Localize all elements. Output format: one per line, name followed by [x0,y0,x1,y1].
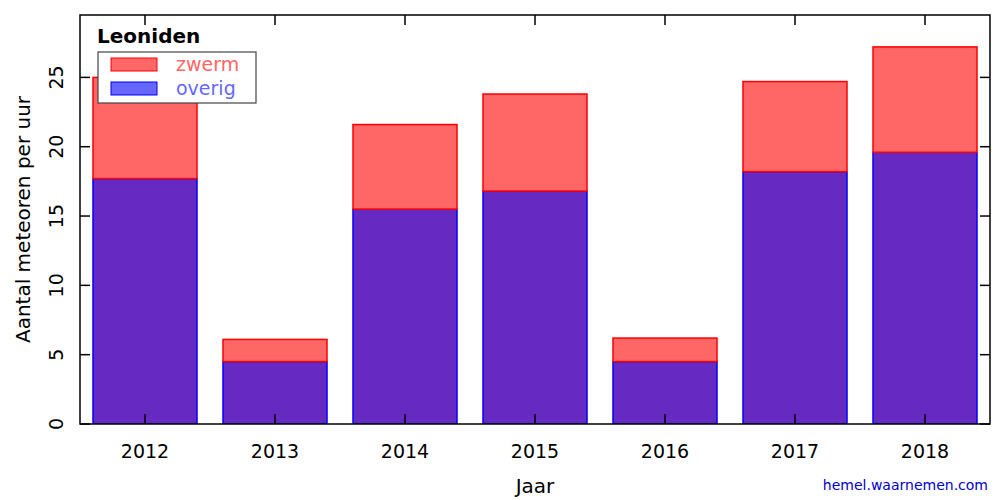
x-tick-label: 2016 [641,440,689,462]
bar-overig [483,191,587,424]
x-tick [924,15,926,25]
y-tick [80,423,90,425]
y-tick [80,77,90,79]
chart: 0 5 10 15 20 25 2012 2013 2014 2015 2016 2017 2018 Ja… [0,0,1000,500]
x-tick [534,15,536,25]
x-tick [404,15,406,25]
y-tick-label: 25 [45,65,67,89]
bar-overig [93,179,197,424]
y-tick [80,146,90,148]
bar-zwerm [353,125,457,210]
x-tick [794,414,796,424]
bar-overig [873,152,977,424]
bar-zwerm [873,47,977,152]
y-tick [980,285,990,287]
x-tick [664,15,666,25]
y-tick-label: 15 [45,204,67,228]
bar-overig [223,362,327,424]
x-tick [534,414,536,424]
bars [93,47,977,424]
legend-swatch [111,58,157,71]
y-tick [80,215,90,217]
bar-zwerm [483,94,587,191]
bar-zwerm [613,338,717,362]
x-tick-label: 2012 [121,440,169,462]
x-tick [274,15,276,25]
bar-zwerm [743,82,847,172]
x-tick-label: 2013 [251,440,299,462]
legend-box [98,52,256,103]
bar-overig [743,172,847,424]
x-tick-label: 2014 [381,440,429,462]
y-axis-label: Aantal meteoren per uur [11,95,35,343]
y-tick [980,423,990,425]
bar-zwerm [223,339,327,361]
y-tick-label: 0 [45,418,67,430]
legend-label: zwerm [176,53,239,75]
legend-swatch [111,82,157,95]
y-tick-label: 20 [45,135,67,159]
y-tick [980,215,990,217]
y-tick-label: 5 [45,349,67,361]
source: hemel.waarnemen.com [823,477,988,493]
y-tick [80,285,90,287]
y-tick [980,77,990,79]
legend: zwermoverig [98,52,256,103]
y-tick [980,146,990,148]
x-tick [664,414,666,424]
x-tick [274,414,276,424]
x-tick-label: 2015 [511,440,559,462]
plot-frame [80,15,990,424]
bar-overig [613,362,717,424]
y-tick-label: 10 [45,273,67,297]
x-tick [144,414,146,424]
y-tick [980,354,990,356]
x-tick [404,414,406,424]
title: Leoniden [97,24,200,48]
x-tick-label: 2017 [771,440,819,462]
x-tick [794,15,796,25]
bar-overig [353,209,457,424]
x-tick-label: 2018 [901,440,949,462]
x-tick [924,414,926,424]
legend-label: overig [176,77,236,99]
y-tick [80,354,90,356]
x-axis-label: Jaar [514,474,555,498]
